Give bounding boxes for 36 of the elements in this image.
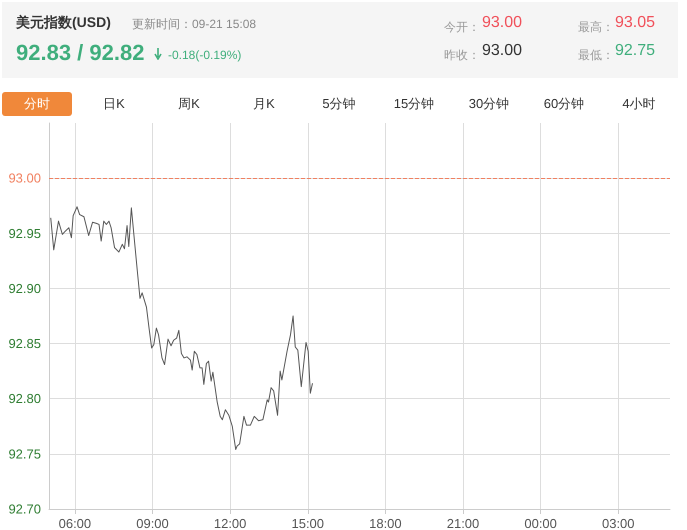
text: 周K [177,95,201,113]
text: 最低： [578,47,614,64]
x-tick-label: 12:00 [214,516,246,530]
text: 93.05 [615,14,656,32]
x-tick-label: 21:00 [446,516,480,530]
y-tick-label: 92.70 [8,502,41,516]
y-tick-label: 92.85 [8,336,41,352]
text: 15分钟 [392,95,436,113]
text: 30分钟 [468,95,510,113]
chart-subtitle: 更新时间：09-21 15:08 [132,16,256,33]
y-tick-label: 92.95 [8,226,41,241]
text: -0.18(-0.19%) [168,48,242,62]
x-tick-label: 03:00 [602,516,635,530]
y-tick-label: 92.75 [8,446,41,462]
text: 92.83 / 92.82 [16,40,144,66]
text: 昨收： [444,47,480,64]
text: 93.00 [482,14,522,32]
text: 最高： [578,19,614,36]
x-tick-label: 00:00 [524,516,557,530]
text: 今开： [444,19,480,36]
text: 60分钟 [542,95,586,113]
text: 93.00 [482,42,522,60]
text: 分时 [2,92,72,116]
x-tick-label: 06:00 [58,516,92,530]
x-tick-label: 15:00 [291,516,324,530]
text: 日K [102,95,126,113]
x-tick-label: 18:00 [369,516,402,530]
chart-title: 美元指数(USD) [16,14,111,32]
y-tick-label: 92.90 [8,280,41,296]
text: 5分钟 [321,95,357,113]
text: 92.75 [615,42,656,60]
y-tick-label: 93.00 [8,170,41,186]
y-tick-label: 92.80 [8,391,41,406]
text: 月K [252,95,276,113]
x-tick-label: 09:00 [136,516,169,530]
text: 4小时 [621,95,657,113]
